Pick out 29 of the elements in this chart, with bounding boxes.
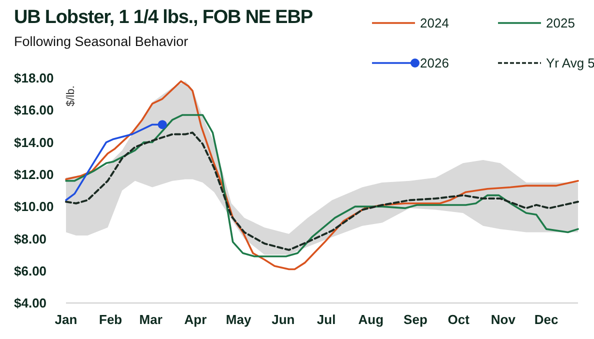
legend-label: 2024 (420, 16, 449, 31)
x-tick-label: May (226, 312, 252, 327)
y-tick-label: $4.00 (14, 296, 47, 311)
line-series (65, 132, 579, 251)
y-tick-label: $16.00 (14, 102, 54, 118)
y-tick-label: $8.00 (14, 231, 47, 246)
x-tick-label: Dec (534, 312, 558, 327)
x-tick-label: Nov (490, 312, 516, 327)
chart-title: UB Lobster, 1 1/4 lbs., FOB NE EBP (14, 7, 314, 28)
x-tick-label: Feb (99, 312, 122, 327)
x-tick-label: Jun (272, 312, 295, 327)
y-tick-label: $12.00 (14, 166, 54, 182)
x-tick-label: Apr (184, 312, 207, 327)
x-tick-label: Jul (316, 312, 336, 327)
legend-label: Yr Avg 5 (546, 56, 594, 71)
line-series (65, 114, 579, 258)
x-tick-label: Aug (358, 312, 384, 327)
y-axis-title: $/lb. (65, 86, 77, 106)
x-tick-label: Mar (139, 312, 162, 327)
legend-label: 2025 (546, 16, 575, 31)
y-tick-label: $14.00 (14, 134, 54, 150)
x-tick-label: Jan (54, 312, 78, 327)
legend-label: 2026 (420, 56, 449, 71)
x-tick-label: Sep (404, 312, 428, 327)
x-tick-label: Oct (448, 312, 470, 327)
y-tick-label: $10.00 (14, 199, 54, 214)
y-tick-label: $18.00 (14, 70, 54, 86)
y-tick-label: $6.00 (14, 263, 47, 278)
chart-subtitle: Following Seasonal Behavior (14, 34, 189, 49)
